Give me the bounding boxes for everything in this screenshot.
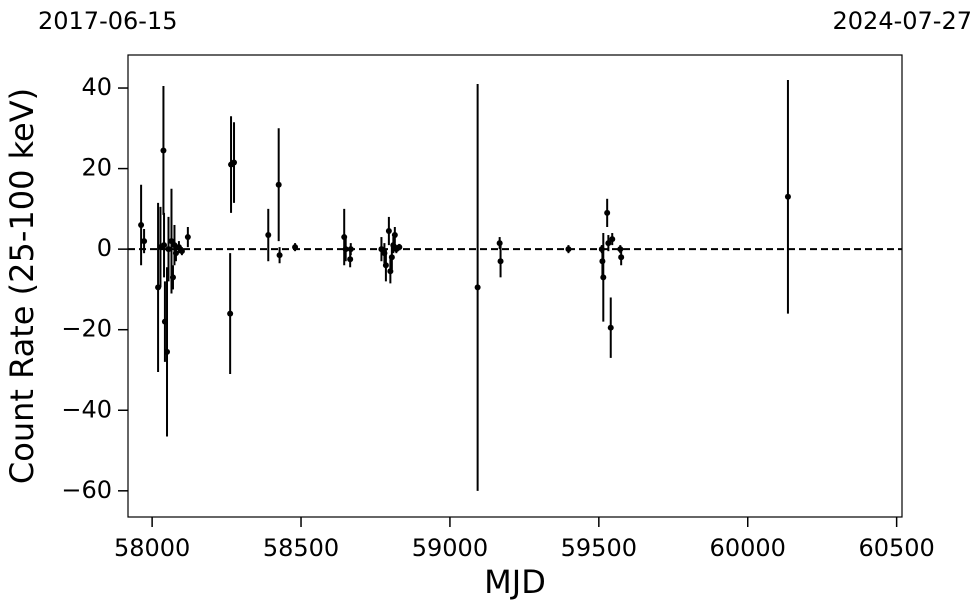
data-point bbox=[172, 250, 179, 257]
data-point bbox=[396, 244, 403, 251]
data-point bbox=[161, 242, 168, 249]
x-tick-label: 60000 bbox=[710, 534, 786, 562]
data-point bbox=[496, 240, 503, 247]
x-tick-label: 59000 bbox=[412, 534, 488, 562]
data-point bbox=[342, 246, 349, 253]
data-point bbox=[600, 274, 607, 281]
x-tick-label: 59500 bbox=[561, 534, 637, 562]
plot-frame bbox=[127, 54, 903, 518]
top-date-label: 2024-07-27 bbox=[833, 7, 972, 35]
data-point bbox=[474, 284, 481, 291]
data-point bbox=[565, 246, 572, 253]
x-tick-label: 58500 bbox=[263, 534, 339, 562]
data-point bbox=[382, 262, 389, 269]
data-point bbox=[141, 238, 148, 245]
data-point bbox=[227, 310, 234, 317]
data-point bbox=[604, 209, 611, 216]
data-point bbox=[605, 240, 612, 247]
data-point bbox=[784, 193, 791, 200]
data-point bbox=[178, 248, 185, 255]
data-point bbox=[347, 256, 354, 263]
data-point bbox=[391, 232, 398, 239]
data-point bbox=[347, 246, 354, 253]
data-point bbox=[292, 244, 299, 251]
x-axis-label: MJD bbox=[484, 563, 546, 601]
y-tick-label: −20 bbox=[61, 315, 112, 343]
x-tick-label: 60500 bbox=[858, 534, 934, 562]
data-point bbox=[184, 234, 191, 241]
top-date-label: 2017-06-15 bbox=[38, 7, 177, 35]
data-point bbox=[388, 254, 395, 261]
data-point bbox=[165, 246, 172, 253]
data-point bbox=[609, 236, 616, 243]
data-point bbox=[169, 274, 176, 281]
data-point bbox=[618, 254, 625, 261]
y-tick-label: −60 bbox=[61, 476, 112, 504]
data-point bbox=[497, 258, 504, 265]
y-tick-label: −40 bbox=[61, 395, 112, 423]
data-point bbox=[138, 221, 145, 228]
data-point bbox=[265, 232, 272, 239]
x-tick-label: 58000 bbox=[114, 534, 190, 562]
data-point bbox=[231, 159, 238, 166]
data-point bbox=[160, 147, 167, 154]
data-point bbox=[275, 181, 282, 188]
y-tick-label: 40 bbox=[81, 73, 112, 101]
data-point bbox=[385, 228, 392, 235]
data-point bbox=[276, 252, 283, 259]
y-tick-label: 0 bbox=[97, 234, 112, 262]
y-axis-label: Count Rate (25-100 keV) bbox=[3, 88, 41, 484]
y-tick-label: 20 bbox=[81, 154, 112, 182]
data-point bbox=[607, 324, 614, 331]
data-point bbox=[387, 268, 394, 275]
data-point bbox=[164, 348, 171, 355]
